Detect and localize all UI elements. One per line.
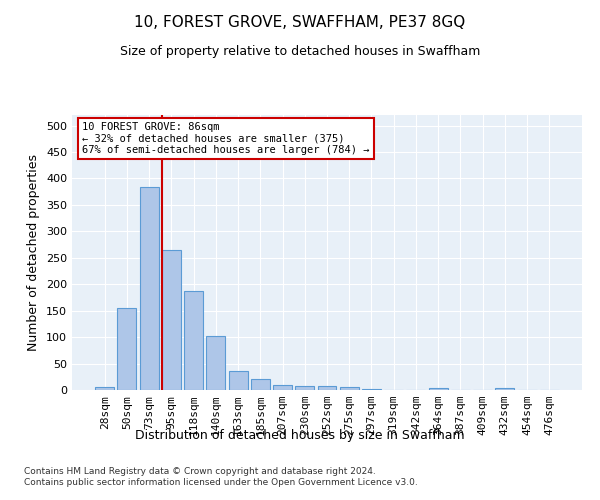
Bar <box>184 290 203 390</box>
Bar <box>295 386 314 390</box>
Text: 10 FOREST GROVE: 86sqm
← 32% of detached houses are smaller (375)
67% of semi-de: 10 FOREST GROVE: 86sqm ← 32% of detached… <box>82 122 370 155</box>
Bar <box>273 384 292 390</box>
Bar <box>340 388 359 390</box>
Bar <box>251 380 270 390</box>
Text: Distribution of detached houses by size in Swaffham: Distribution of detached houses by size … <box>135 428 465 442</box>
Bar <box>496 388 514 390</box>
Bar <box>362 389 381 390</box>
Bar <box>140 188 158 390</box>
Bar <box>118 308 136 390</box>
Bar <box>229 372 248 390</box>
Text: Size of property relative to detached houses in Swaffham: Size of property relative to detached ho… <box>120 45 480 58</box>
Text: Contains HM Land Registry data © Crown copyright and database right 2024.
Contai: Contains HM Land Registry data © Crown c… <box>24 468 418 487</box>
Bar <box>162 250 181 390</box>
Text: 10, FOREST GROVE, SWAFFHAM, PE37 8GQ: 10, FOREST GROVE, SWAFFHAM, PE37 8GQ <box>134 15 466 30</box>
Bar <box>429 388 448 390</box>
Bar <box>95 388 114 390</box>
Bar <box>317 386 337 390</box>
Y-axis label: Number of detached properties: Number of detached properties <box>28 154 40 351</box>
Bar <box>206 336 225 390</box>
